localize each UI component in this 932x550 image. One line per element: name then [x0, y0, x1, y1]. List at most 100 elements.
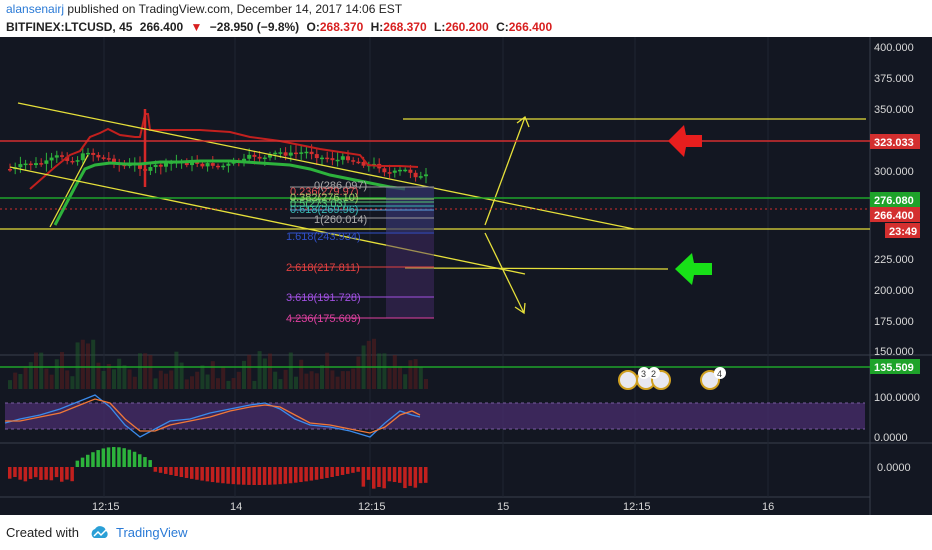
candle-body [96, 154, 101, 158]
author-link[interactable]: alansenairj [6, 2, 65, 16]
candle-body [18, 164, 23, 168]
macd-bar [221, 467, 225, 484]
volume-bar [122, 365, 127, 389]
macd-bar [340, 467, 345, 475]
high-value: 268.370 [383, 20, 427, 34]
candle-body [408, 169, 413, 173]
candle-body [288, 152, 293, 156]
candle-body [158, 164, 163, 167]
flag-icon[interactable] [700, 370, 720, 390]
macd-histogram [8, 447, 428, 489]
macd-bar [387, 467, 392, 482]
macd-bar [314, 467, 319, 480]
macd-bar [278, 467, 282, 485]
volume-bar [236, 371, 241, 389]
macd-bar [398, 467, 402, 483]
low-label: L: [434, 20, 446, 34]
volume-bar [247, 354, 252, 389]
flag-icon[interactable] [618, 370, 638, 390]
time-tick: 12:15 [92, 501, 120, 513]
macd-bar [205, 467, 210, 482]
volume-bar [314, 373, 319, 389]
macd-bar [44, 467, 48, 480]
volume-bar [28, 362, 33, 389]
volume-bar [283, 369, 288, 389]
candle-body [361, 161, 366, 166]
close-label: C: [496, 20, 509, 34]
candle-body [325, 157, 330, 160]
event-markers[interactable]: 3 2 4 [618, 367, 726, 390]
macd-bar [195, 467, 199, 480]
macd-bar [80, 457, 85, 467]
volume-bar [356, 356, 361, 389]
macd-bar [86, 454, 90, 467]
volume-bar [288, 352, 293, 389]
chart-area[interactable]: 0(286.097) 0.236(279.97) 0.382(276.10) 0… [0, 37, 932, 515]
candle-body [91, 152, 96, 155]
macd-bar [54, 467, 59, 478]
candle-body [340, 156, 345, 160]
macd-bar [413, 467, 418, 488]
fib-label-4236: 4.236(175.609) [286, 313, 361, 325]
volume-bar [330, 370, 335, 389]
symbol-info: BITFINEX:LTCUSD, 45 266.400 ▼ −28.950 (−… [6, 20, 556, 34]
macd-bar [273, 467, 277, 485]
macd-zero-tick: 0.0000 [877, 462, 911, 474]
price-tick: 175.000 [874, 316, 914, 328]
macd-bar [49, 467, 54, 481]
macd-bar [262, 467, 267, 485]
candle-body [190, 162, 194, 166]
macd-bar [122, 448, 126, 467]
macd-bar [75, 460, 80, 467]
volume-bar [304, 373, 309, 389]
oscillator-blue-line [4, 394, 421, 438]
macd-bar [132, 451, 137, 467]
fib-extension [290, 186, 434, 319]
chart-canvas[interactable]: 0(286.097) 0.236(279.97) 0.382(276.10) 0… [0, 37, 932, 515]
macd-bar [60, 467, 64, 482]
candle-body [413, 172, 418, 178]
open-label: O: [306, 20, 320, 34]
candle-body [49, 157, 54, 161]
macd-bar [179, 467, 184, 477]
price-tick: 375.000 [874, 73, 914, 85]
macd-bar [351, 467, 355, 473]
candle-body [148, 167, 153, 171]
volume-bar [346, 371, 350, 389]
candle-body [70, 160, 75, 163]
macd-bar [138, 454, 142, 467]
volume-bar [205, 374, 210, 389]
candle-body [382, 168, 387, 173]
macd-bar [13, 467, 17, 478]
candle-body [346, 156, 350, 161]
macd-bar [91, 452, 95, 467]
candle-body [164, 162, 168, 167]
volume-bar [309, 371, 314, 389]
time-tick: 14 [230, 501, 242, 513]
macd-bar [247, 467, 251, 485]
volume-bar [299, 359, 304, 389]
macd-bar [252, 467, 256, 485]
volume-bar [164, 373, 168, 389]
macd-bar [216, 467, 220, 483]
macd-bar [101, 448, 106, 467]
tradingview-link[interactable]: TradingView [116, 525, 188, 540]
fib-label-2618: 2.618(217.811) [286, 262, 360, 274]
macd-bar [242, 467, 246, 485]
volume-bar [387, 368, 392, 389]
volume-bar [242, 360, 246, 389]
event-count: 3 [641, 369, 646, 379]
macd-bar [377, 467, 381, 487]
macd-bar [117, 447, 121, 467]
candle-body [65, 156, 70, 161]
volume-bar [179, 362, 184, 389]
macd-bar [190, 467, 194, 479]
publish-info: alansenairj published on TradingView.com… [6, 2, 402, 16]
macd-bar [299, 467, 303, 483]
candle-body [278, 152, 283, 154]
fib-label-05: 0.5(273.03) [290, 198, 346, 210]
volume-bar [398, 366, 402, 389]
volume-bar [132, 376, 137, 389]
macd-bar [288, 467, 293, 484]
